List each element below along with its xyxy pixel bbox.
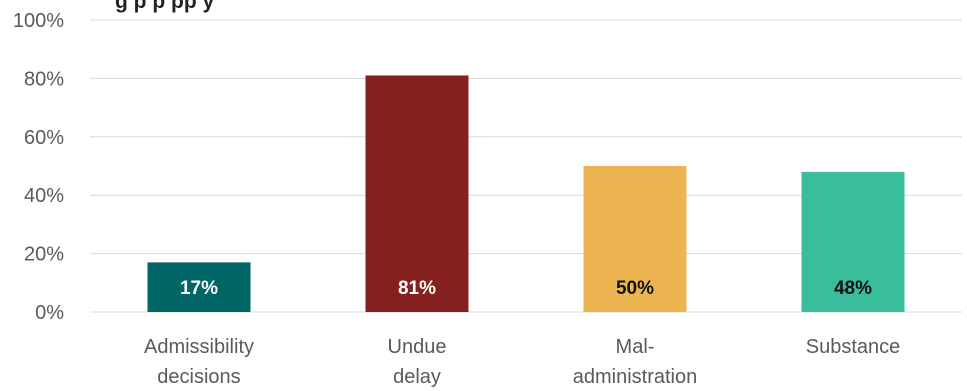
data-label: 48% (834, 278, 872, 299)
data-labels: 17% 81% 50% 48% (180, 278, 872, 299)
category-label: Mal-administration (573, 336, 698, 388)
chart-title: g p p pp y (115, 0, 214, 13)
category-label: Admissibility decisions (144, 336, 254, 388)
y-tick-label: 20% (24, 244, 64, 266)
y-tick-label: 0% (35, 302, 64, 324)
data-label: 17% (180, 278, 218, 299)
y-axis-ticks: 0% 20% 40% 60% 80% 100% (13, 10, 64, 324)
category-label: Substance (806, 336, 901, 358)
y-tick-label: 60% (24, 127, 64, 149)
bar (583, 166, 687, 312)
data-label: 50% (616, 278, 654, 299)
bar (801, 171, 905, 312)
y-tick-label: 80% (24, 68, 64, 90)
y-tick-label: 100% (13, 10, 64, 32)
x-axis-categories: Admissibility decisions Undue delay Mal-admi… (144, 336, 900, 388)
data-label: 81% (398, 278, 436, 299)
bars (147, 75, 905, 312)
category-label: Undue delay (388, 336, 447, 388)
bar (365, 75, 469, 312)
bar (147, 262, 251, 312)
y-tick-label: 40% (24, 185, 64, 207)
